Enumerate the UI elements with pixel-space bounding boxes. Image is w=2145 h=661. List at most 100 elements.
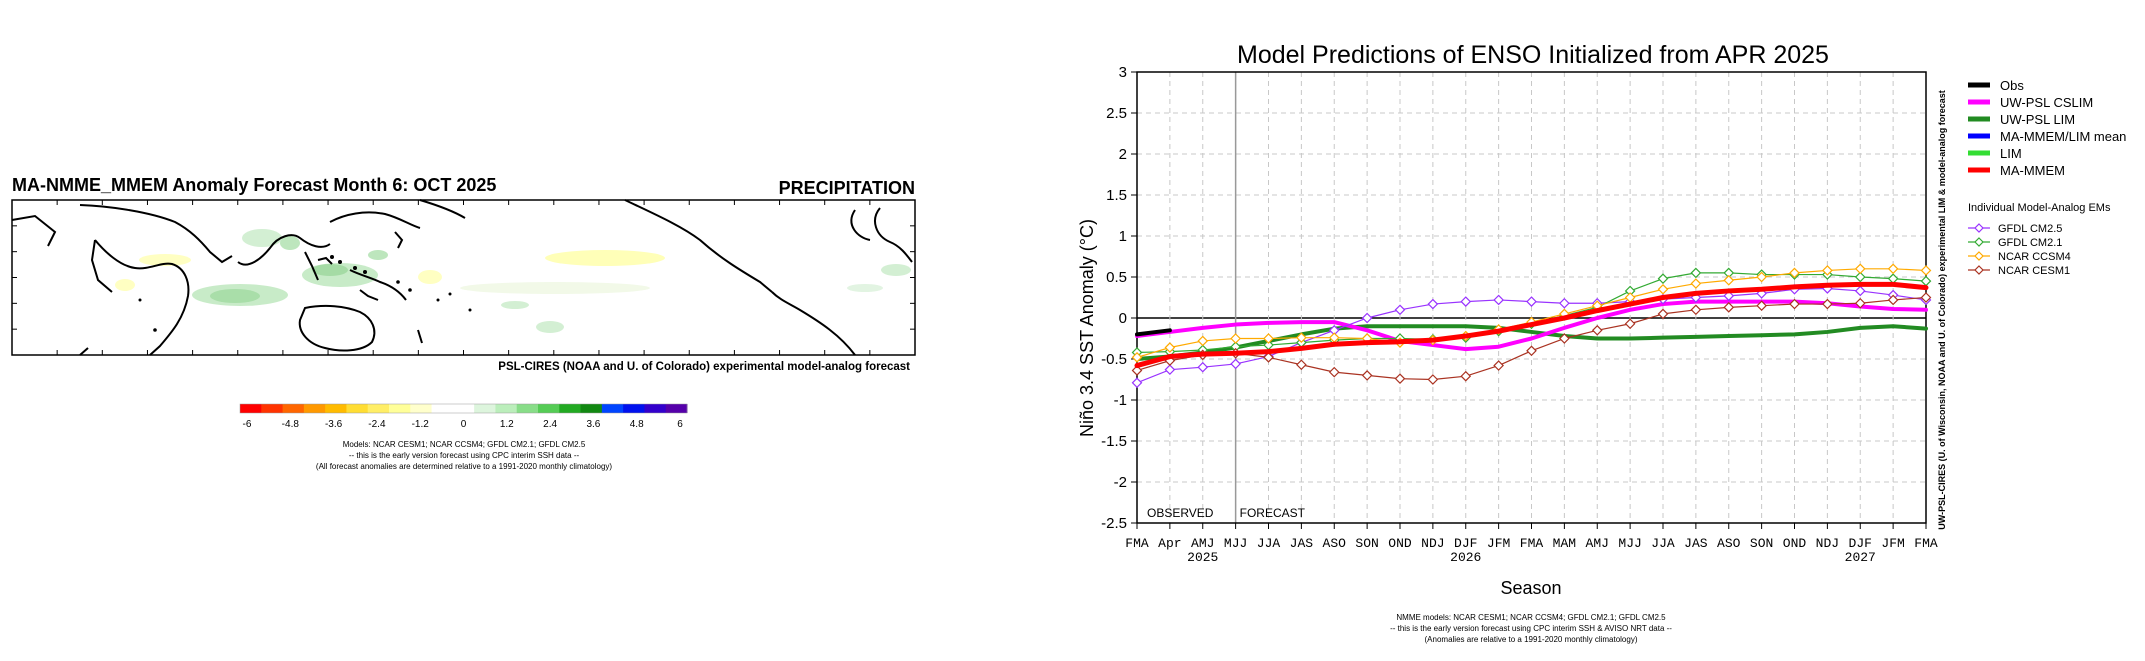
series-line-obs [1135, 328, 1172, 337]
point-ncar-ccsm4 [1230, 333, 1241, 344]
anomaly-patch [536, 321, 564, 333]
side-credit: UW-PSL-CIRES (U. of Wisconsin, NOAA and … [1937, 90, 1947, 529]
colorbar-cell [538, 404, 560, 413]
footnote-climatology: (Anomalies are relative to a 1991-2020 m… [1425, 635, 1638, 644]
point-gfdl-cm2-5 [1197, 361, 1209, 373]
x-tick-label: AMJ [1191, 536, 1214, 551]
anomaly-patch [460, 282, 650, 294]
map-tick-marks [12, 200, 915, 355]
year-label: 2027 [1845, 550, 1876, 565]
legend-marker-gfdl-cm2-5 [1974, 223, 1984, 233]
point-ncar-cesm1 [1559, 333, 1570, 344]
y-axis-label: Niño 3.4 SST Anomaly (°C) [1077, 219, 1097, 437]
x-tick-label: DJF [1849, 536, 1872, 551]
point-ncar-ccsm4 [1197, 335, 1209, 347]
point-ncar-cesm1 [1854, 297, 1866, 309]
point-ncar-ccsm4 [1164, 342, 1176, 353]
map-background [12, 200, 915, 355]
anomaly-patch [115, 279, 135, 291]
point-ncar-ccsm4 [1296, 332, 1307, 344]
point-ncar-ccsm4 [1756, 271, 1767, 283]
point-gfdl-cm2-5 [1394, 304, 1406, 316]
x-tick-label: MJJ [1618, 536, 1641, 551]
point-ncar-ccsm4 [1723, 274, 1735, 286]
chart-title: Model Predictions of ENSO Initialized fr… [1237, 41, 1829, 69]
colorbar-cell [346, 404, 369, 413]
point-ncar-cesm1 [1756, 300, 1767, 312]
colorbar-cell [516, 404, 539, 413]
legend-label-uw-psl-lim: UW-PSL LIM [2000, 112, 2075, 127]
forecast-label: FORECAST [1240, 506, 1306, 520]
point-gfdl-cm2-5 [1131, 377, 1143, 389]
anomaly-patch [418, 270, 442, 284]
point-gfdl-cm2-5 [1493, 294, 1504, 306]
x-tick-label: FMA [1125, 536, 1149, 551]
anomaly-patch [545, 250, 665, 266]
y-tick-label: -2.5 [1101, 515, 1127, 532]
anomaly-patch [501, 301, 529, 309]
islands [138, 255, 472, 332]
point-ncar-cesm1 [1887, 294, 1899, 306]
legend-label-gfdl-cm2-5: GFDL CM2.5 [1998, 223, 2062, 235]
point-gfdl-cm2-5 [1460, 296, 1472, 307]
point-ncar-ccsm4 [1822, 265, 1833, 276]
point-ncar-cesm1 [1624, 318, 1636, 330]
point-ncar-cesm1 [1526, 345, 1537, 357]
point-ncar-cesm1 [1789, 298, 1800, 310]
colorbar-cell [282, 404, 305, 413]
point-ncar-cesm1 [1591, 324, 1603, 336]
precipitation-map-panel: MA-NMME_MMEM Anomaly Forecast Month 6: O… [11, 175, 916, 471]
point-ncar-cesm1 [1263, 352, 1274, 363]
point-ncar-ccsm4 [1131, 352, 1143, 363]
y-tick-label: 2 [1119, 146, 1127, 163]
point-ncar-cesm1 [1394, 373, 1406, 385]
point-gfdl-cm2-5 [1427, 298, 1439, 310]
colorbar-cell [559, 404, 582, 413]
x-tick-label: AMJ [1586, 536, 1609, 551]
precip-colorbar: -6 -4.8 -3.6 -2.4 -1.2 0 1.2 2.4 3.6 4.8 6 [239, 403, 688, 430]
point-ncar-cesm1 [1460, 370, 1472, 382]
colorbar-cell [452, 404, 475, 413]
y-tick-label: 1 [1119, 228, 1127, 245]
colorbar-label: -4.8 [282, 419, 300, 430]
x-tick-label: FMA [1520, 536, 1544, 551]
point-ncar-ccsm4 [1690, 278, 1702, 289]
colorbar-cell [580, 404, 603, 413]
x-tick-label: ASO [1717, 536, 1741, 551]
point-ncar-cesm1 [1920, 292, 1932, 303]
colorbar-cell [495, 404, 518, 413]
colorbar-cell [474, 404, 496, 413]
y-tick-label: 0 [1119, 310, 1127, 327]
y-tick-label: -0.5 [1101, 351, 1127, 368]
map-note-version: -- this is the early version forecast us… [349, 451, 580, 460]
legend-label-lim: LIM [2000, 146, 2022, 161]
legend-label-gfdl-cm2-1: GFDL CM2.1 [1998, 237, 2062, 249]
x-tick-label: JJA [1651, 536, 1675, 551]
point-ncar-ccsm4 [1789, 267, 1800, 279]
enso-plume-chart: Model Predictions of ENSO Initialized fr… [1077, 41, 2126, 644]
point-gfdl-cm2-1 [1657, 273, 1669, 284]
point-ncar-cesm1 [1131, 365, 1143, 376]
point-gfdl-cm2-5 [1361, 312, 1373, 324]
x-tick-label: DJF [1454, 536, 1477, 551]
y-tick-label: -2 [1114, 474, 1127, 491]
legend-label-ncar-cesm1: NCAR CESM1 [1998, 265, 2070, 277]
legend-label-obs: Obs [2000, 78, 2024, 93]
colorbar-cell [303, 404, 326, 413]
point-ncar-ccsm4 [1887, 263, 1899, 275]
colorbar-label: -1.2 [412, 419, 430, 430]
x-tick-label: SON [1355, 536, 1378, 551]
point-gfdl-cm2-1 [1854, 271, 1866, 283]
colorbar-label: 2.4 [543, 419, 557, 430]
anomaly-patch [210, 289, 260, 303]
chart-labels: -2.5 -2 -1.5 -1 -0.5 0 0.5 1 1.5 2 2.5 3 FMA Apr AMJ MJ… [1101, 64, 1938, 565]
x-tick-label: JFM [1487, 536, 1510, 551]
legend-marker-ncar-ccsm4 [1974, 251, 1984, 261]
point-ncar-cesm1 [1822, 298, 1833, 310]
x-tick-label: NDJ [1421, 536, 1444, 551]
anomaly-patch [242, 229, 282, 247]
year-label: 2025 [1187, 550, 1218, 565]
colorbar-cell [623, 404, 645, 413]
footnote-models: NMME models: NCAR CESM1; NCAR CCSM4; GFD… [1396, 613, 1666, 622]
x-tick-label: JFM [1881, 536, 1904, 551]
